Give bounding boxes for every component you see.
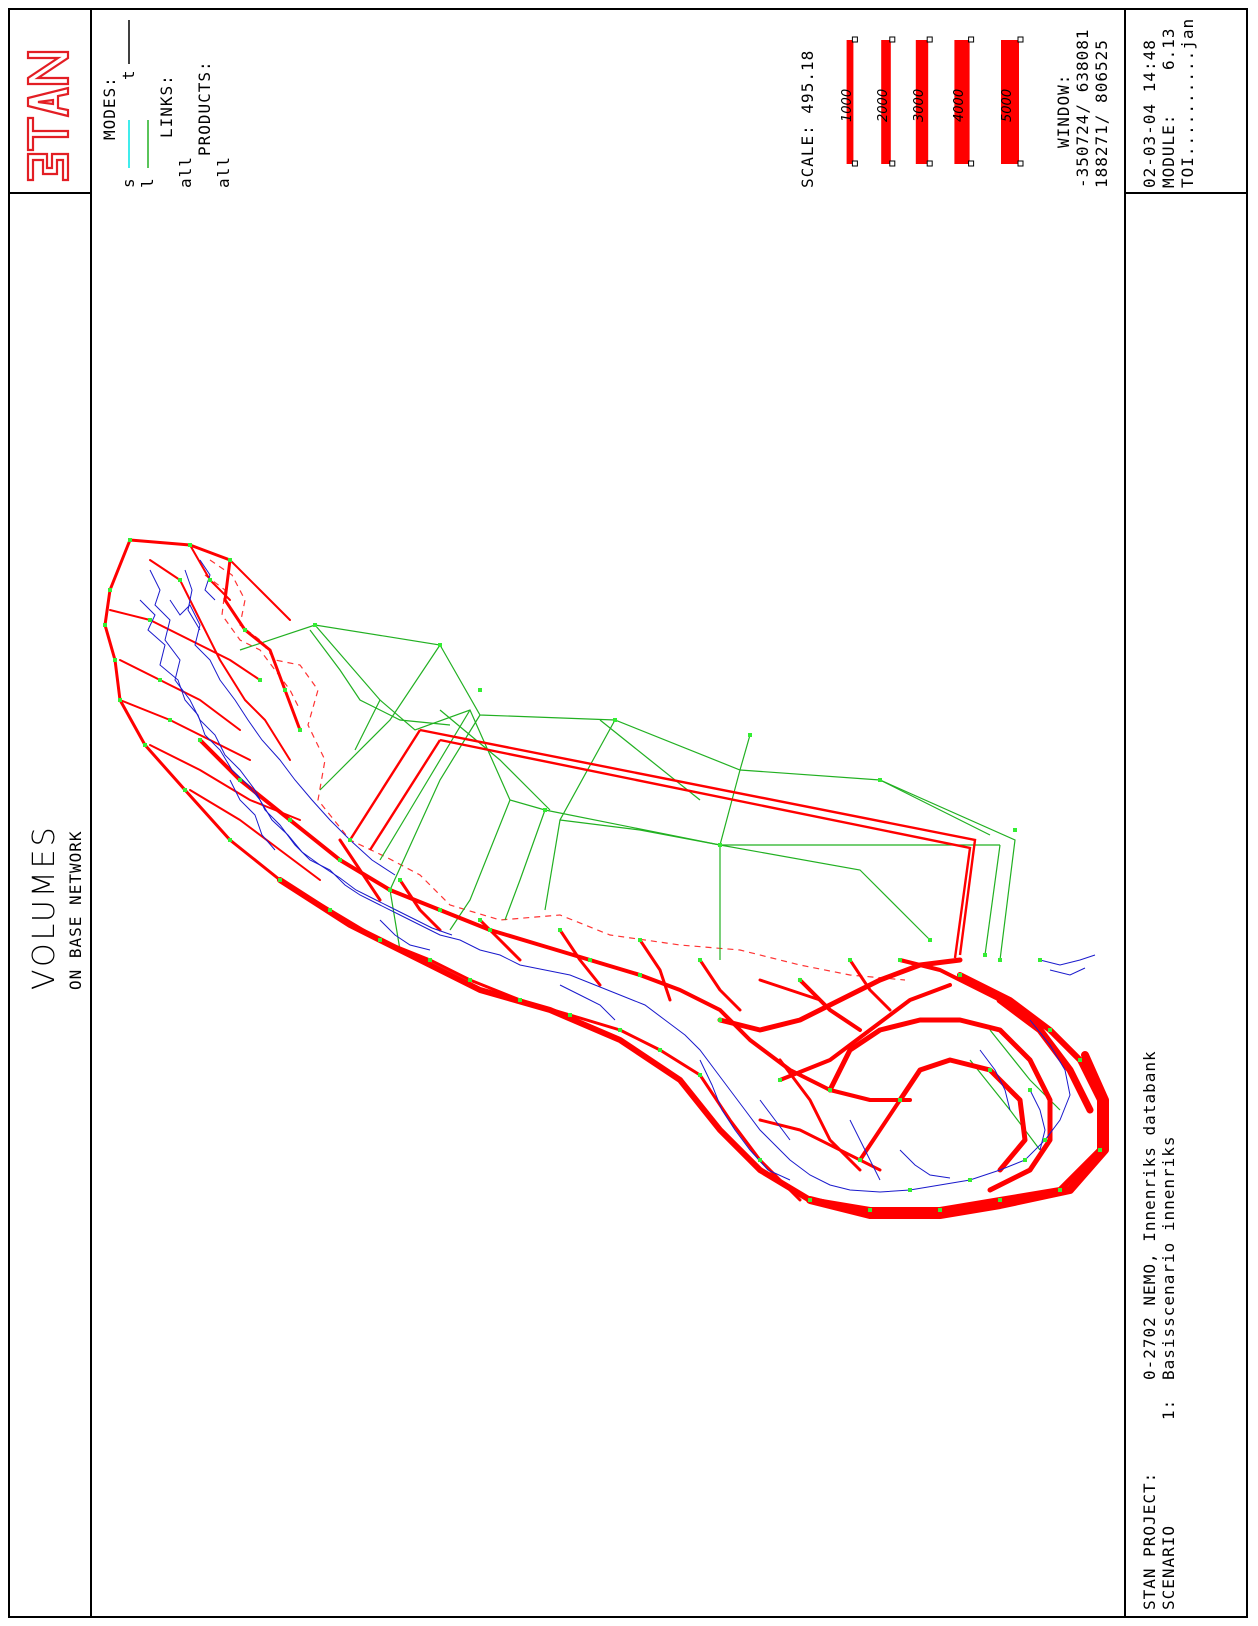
modes-label: MODES:	[100, 76, 119, 140]
window-label: WINDOW:	[1054, 73, 1073, 148]
header-divider	[90, 8, 92, 1618]
date-time: 02-03-04 14:48	[1140, 39, 1159, 188]
logo-divider	[8, 192, 92, 194]
project-label: STAN PROJECT:	[1140, 1471, 1159, 1610]
window-line-1: -350724/ 638081	[1073, 28, 1092, 189]
mode-code-s: s	[119, 177, 138, 188]
scale-label-1000: 1000	[840, 88, 855, 122]
module-value: 6.13	[1159, 27, 1178, 70]
toi-label: TOI..........jan	[1178, 17, 1197, 188]
scale-label-2000: 2000	[876, 88, 891, 122]
mode-code-t: t	[119, 69, 138, 80]
page-title: VOLUMES	[27, 824, 62, 990]
window-line-2: 188271/ 806525	[1092, 39, 1111, 188]
links-value: all	[176, 156, 195, 188]
scale-label-4000: 4000	[952, 88, 967, 122]
footer-divider	[1124, 8, 1126, 1618]
scale-label-5000: 5000	[1000, 88, 1015, 122]
module-label: MODULE:	[1159, 113, 1178, 188]
mode-code-l: l	[138, 177, 157, 188]
products-label: PRODUCTS:	[195, 60, 214, 156]
scenario-number: 1:	[1159, 1398, 1178, 1420]
scale-label: SCALE: 495.18	[798, 49, 817, 188]
plot-frame	[8, 8, 1248, 1618]
links-label: LINKS:	[157, 74, 176, 138]
project-value: 0-2702 NEMO, Innenriks databank	[1140, 1050, 1159, 1380]
stamp-divider	[1124, 192, 1248, 194]
products-value: all	[214, 156, 233, 188]
scenario-value: Basisscenario innenriks	[1159, 1135, 1178, 1380]
scenario-label: SCENARIO	[1159, 1524, 1178, 1610]
page-subtitle: ON BASE NETWORK	[66, 830, 85, 991]
scale-label-3000: 3000	[912, 88, 927, 122]
